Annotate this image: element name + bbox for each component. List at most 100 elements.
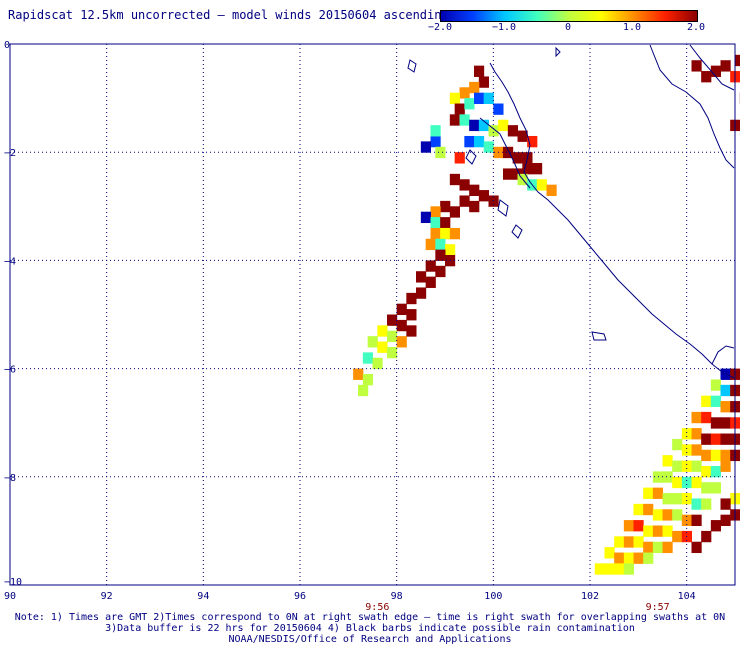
wind-cell — [459, 114, 470, 126]
wind-cell — [435, 265, 446, 278]
wind-cell — [710, 379, 721, 391]
colorbar — [440, 10, 698, 22]
island-4 — [511, 224, 523, 239]
wind-cell — [358, 384, 369, 397]
wind-cell — [672, 493, 683, 505]
y-tick-label: 0 — [4, 40, 10, 51]
wind-cell — [720, 498, 731, 510]
colorbar-label: −1.0 — [491, 22, 517, 33]
wind-cell — [449, 114, 460, 126]
wind-cell — [459, 179, 470, 191]
y-tick-label: −10 — [4, 577, 22, 588]
wind-cell — [420, 211, 431, 224]
wind-cell — [440, 227, 451, 240]
wind-cell — [459, 195, 470, 207]
wind-cell — [474, 92, 485, 105]
wind-cell — [387, 346, 398, 359]
wind-cell — [503, 168, 514, 180]
wind-cell — [681, 476, 692, 489]
wind-cell — [710, 520, 721, 532]
wind-cell — [425, 238, 436, 251]
wind-cell — [362, 352, 373, 364]
note-line-2: 3)Data buffer is 22 hrs for 20150604 4) … — [105, 623, 635, 634]
borneo-coast — [649, 44, 735, 169]
island-3 — [497, 199, 509, 217]
wind-cell — [633, 536, 644, 548]
wind-cell — [710, 482, 721, 494]
wind-cell — [527, 135, 538, 148]
wind-cell — [507, 125, 518, 137]
java-coast — [711, 345, 735, 365]
wind-cell — [691, 541, 702, 554]
wind-cell — [517, 130, 528, 142]
wind-cell — [672, 476, 683, 489]
grid-lines — [10, 44, 735, 585]
wind-cell — [701, 411, 712, 424]
wind-cell — [430, 217, 441, 229]
wind-cell — [377, 325, 388, 337]
wind-cell — [377, 341, 388, 353]
wind-cell — [532, 163, 543, 175]
wind-cell — [672, 530, 683, 543]
wind-cell — [512, 152, 523, 164]
swath-times: 9:56 9:57 — [365, 602, 669, 613]
wind-cell — [720, 384, 731, 397]
wind-cell — [416, 287, 427, 299]
wind-cell — [416, 271, 427, 283]
wind-cell — [483, 141, 494, 153]
wind-cell — [681, 428, 692, 440]
wind-cell — [701, 530, 712, 543]
wind-cell — [396, 336, 407, 348]
wind-cell — [604, 547, 615, 559]
wind-cell — [652, 471, 663, 483]
wind-cell — [643, 503, 654, 516]
wind-cell — [362, 374, 373, 386]
x-tick-label: 102 — [581, 591, 599, 602]
swath-time-label: 9:56 — [365, 602, 389, 613]
wind-cell — [522, 163, 533, 175]
wind-cell — [623, 563, 634, 575]
wind-cell — [691, 444, 702, 456]
wind-cell — [420, 141, 431, 153]
wind-cell — [720, 433, 731, 445]
wind-cell — [449, 92, 460, 105]
wind-cell — [469, 119, 480, 132]
note-line-1: Note: 1) Times are GMT 2)Times correspon… — [14, 612, 726, 623]
island-5 — [591, 331, 607, 341]
wind-cell — [662, 493, 673, 505]
wind-cell — [503, 146, 514, 159]
colorbar-label: 2.0 — [686, 22, 706, 33]
wind-cell — [710, 433, 721, 445]
wind-cell — [652, 525, 663, 537]
axis-ticks: 90 92 94 96 98 100 102 104 0 −2 −4 −6 −8 −10 — [4, 40, 696, 602]
wind-cell — [353, 368, 364, 380]
wind-cell — [445, 244, 456, 256]
y-tick-label: −2 — [4, 148, 16, 159]
wind-cell — [440, 217, 451, 229]
wind-cell — [652, 487, 663, 499]
wind-cell — [614, 536, 625, 548]
wind-cell — [681, 493, 692, 505]
wind-cell — [691, 60, 702, 72]
wind-cell — [387, 330, 398, 343]
wind-cell — [536, 179, 547, 191]
wind-cell — [498, 119, 509, 132]
wind-cell — [720, 460, 731, 472]
wind-cell — [681, 444, 692, 456]
colorbar-label: −2.0 — [427, 22, 453, 33]
wind-cell — [701, 465, 712, 478]
wind-cell — [367, 336, 378, 348]
wind-cell — [701, 449, 712, 462]
wind-cell — [701, 71, 712, 83]
wind-cell — [594, 563, 605, 575]
wind-cell — [464, 135, 475, 148]
wind-cell — [396, 319, 407, 332]
wind-cell — [643, 525, 654, 537]
wind-cell — [672, 460, 683, 472]
wind-cell — [406, 309, 417, 321]
wind-cell — [406, 325, 417, 337]
wind-cell — [662, 541, 673, 554]
map-title: Rapidscat 12.5km uncorrected — model win… — [8, 8, 449, 22]
wind-cell — [459, 87, 470, 99]
